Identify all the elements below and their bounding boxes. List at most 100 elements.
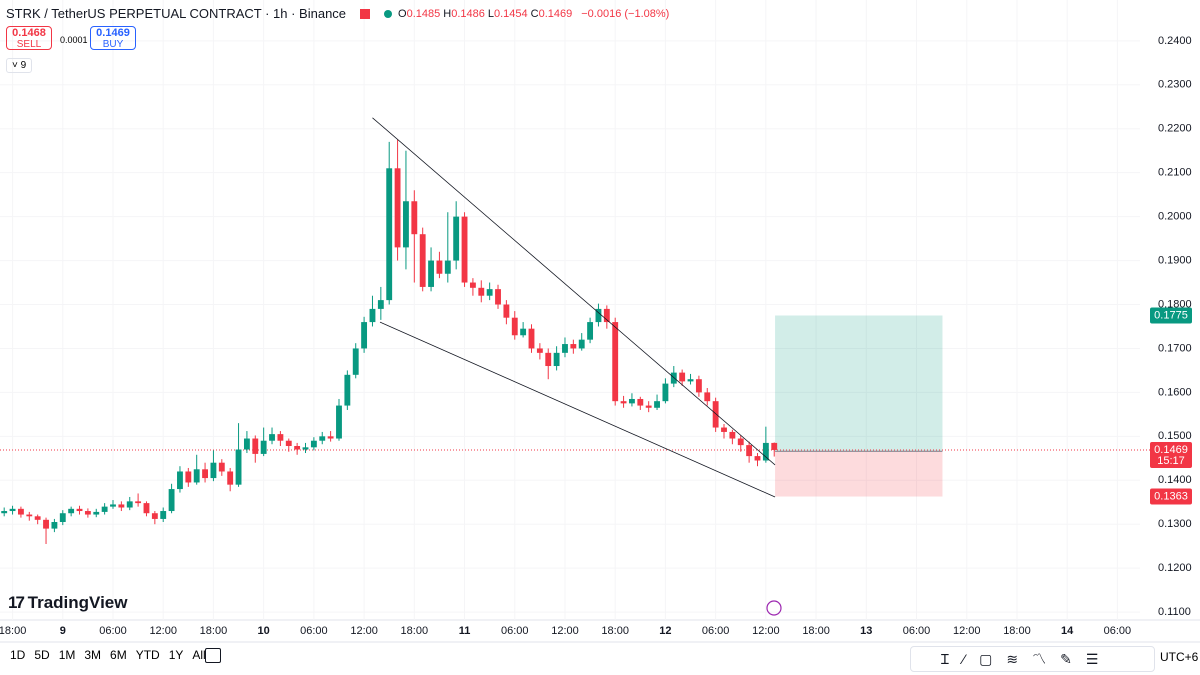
candle-body — [294, 445, 301, 450]
candle-body — [126, 501, 133, 508]
candle-body — [135, 501, 142, 504]
y-tick-label: 0.2200 — [1158, 123, 1192, 135]
y-tick-label: 0.1700 — [1158, 342, 1192, 354]
candle-body — [536, 348, 543, 353]
candle-body — [503, 304, 510, 318]
candle-body — [570, 344, 577, 349]
ohlc: O0.1485 H0.1486 L0.1454 C0.1469 — [398, 8, 575, 20]
candle-body — [428, 260, 434, 287]
candle-body — [168, 489, 175, 512]
tool[interactable]: Ɪ — [941, 650, 949, 667]
candle-body — [712, 401, 719, 428]
candle-body — [277, 434, 284, 441]
target-label-bg — [1150, 307, 1192, 324]
ohlc-label: L — [487, 7, 494, 20]
tool[interactable]: ▢ — [979, 650, 993, 667]
candle-body — [721, 427, 727, 432]
last-price-label-bg — [1150, 441, 1192, 468]
candle-body — [670, 372, 677, 384]
y-tick-label: 0.2100 — [1158, 167, 1192, 179]
range-button[interactable]: 1D — [10, 648, 26, 662]
candle-body — [285, 440, 292, 446]
x-tick-label: 06:00 — [702, 625, 730, 637]
tool[interactable]: ⁄ — [962, 651, 966, 667]
range-button[interactable]: 1Y — [168, 648, 184, 662]
tool[interactable]: ☰ — [1085, 650, 1099, 667]
ohlc-value: 0.1485 — [406, 7, 441, 20]
x-tick-label: 12:00 — [953, 625, 981, 637]
candle-body — [344, 374, 351, 406]
range-button[interactable]: 5D — [34, 648, 50, 662]
candle-body — [737, 438, 744, 446]
candle-body — [403, 201, 409, 248]
candle-body — [520, 328, 527, 336]
x-tick-label: 10 — [258, 625, 270, 637]
candle-body — [662, 383, 669, 402]
candle-body — [704, 392, 711, 402]
stop-label-bg — [1150, 488, 1192, 505]
candle-body — [302, 447, 309, 450]
x-tick-label: 11 — [459, 625, 471, 637]
candle-body — [595, 308, 602, 323]
range-button[interactable]: 3M — [84, 648, 102, 662]
flag-icon[interactable] — [360, 8, 371, 19]
ohlc-value: 0.1454 — [493, 7, 528, 20]
date-range-icon[interactable] — [205, 648, 221, 663]
candle-body — [43, 519, 49, 529]
buy-button[interactable]: 0.1469 BUY — [90, 26, 136, 50]
timezone[interactable]: UTC+6 — [1160, 650, 1199, 664]
candle-body — [118, 504, 125, 508]
x-tick-label: 9 — [60, 625, 66, 637]
sell-label: SELL — [16, 39, 42, 50]
candle-body — [160, 511, 167, 519]
ohlc-label: C — [530, 7, 539, 20]
candle-body — [110, 504, 116, 507]
candle-body — [319, 436, 326, 441]
candle-body — [59, 513, 66, 523]
x-tick-label: 12:00 — [149, 625, 177, 637]
candle-body — [394, 168, 401, 248]
x-tick-label: 06:00 — [1104, 625, 1132, 637]
stop-label: 0.1363 — [1154, 490, 1188, 502]
candle-body — [352, 348, 359, 375]
tool[interactable]: ✎ — [1060, 650, 1072, 667]
candle-body — [411, 201, 418, 235]
candle-body — [587, 322, 594, 340]
candle-body — [336, 405, 342, 439]
candle-body — [227, 471, 234, 485]
x-tick-label: 18:00 — [802, 625, 830, 637]
range-button[interactable]: All — [192, 648, 206, 662]
y-tick-label: 0.2400 — [1158, 35, 1192, 47]
range-button[interactable]: 6M — [110, 648, 127, 662]
candle-body — [495, 289, 501, 305]
x-tick-label: 06:00 — [300, 625, 328, 637]
candle-body — [84, 511, 91, 515]
candle-body — [1, 511, 8, 514]
y-tick-label: 0.1600 — [1158, 386, 1192, 398]
buy-label: BUY — [102, 39, 124, 50]
candle-body — [603, 308, 610, 323]
candle-body — [486, 289, 493, 296]
x-tick-label: 06:00 — [99, 625, 127, 637]
countdown: 15:17 — [1157, 455, 1185, 467]
indicators-toggle[interactable]: ˅ 9 — [6, 58, 33, 73]
sell-button[interactable]: 0.1468 SELL — [6, 26, 52, 50]
candle-body — [578, 339, 585, 349]
candle-body — [461, 216, 468, 283]
y-tick-label: 0.1100 — [1158, 606, 1191, 618]
range-button[interactable]: YTD — [135, 648, 160, 662]
x-tick-label: 12:00 — [551, 625, 579, 637]
candle-body — [620, 401, 627, 404]
range-button[interactable]: 1M — [58, 648, 76, 662]
ohlc-value: 0.1469 — [538, 7, 573, 20]
buy-price: 0.1469 — [96, 27, 130, 39]
candle-body — [469, 282, 476, 288]
tool[interactable]: 〽 — [1032, 651, 1047, 667]
tool[interactable]: ≋ — [1006, 650, 1019, 667]
status-dot — [384, 9, 393, 18]
candle-body — [101, 506, 108, 512]
candle-body — [436, 260, 443, 274]
symbol-title: STRK / TetherUS PERPETUAL CONTRACT · 1h … — [6, 6, 347, 21]
x-tick-label: 18:00 — [401, 625, 429, 637]
candle-body — [478, 287, 485, 296]
